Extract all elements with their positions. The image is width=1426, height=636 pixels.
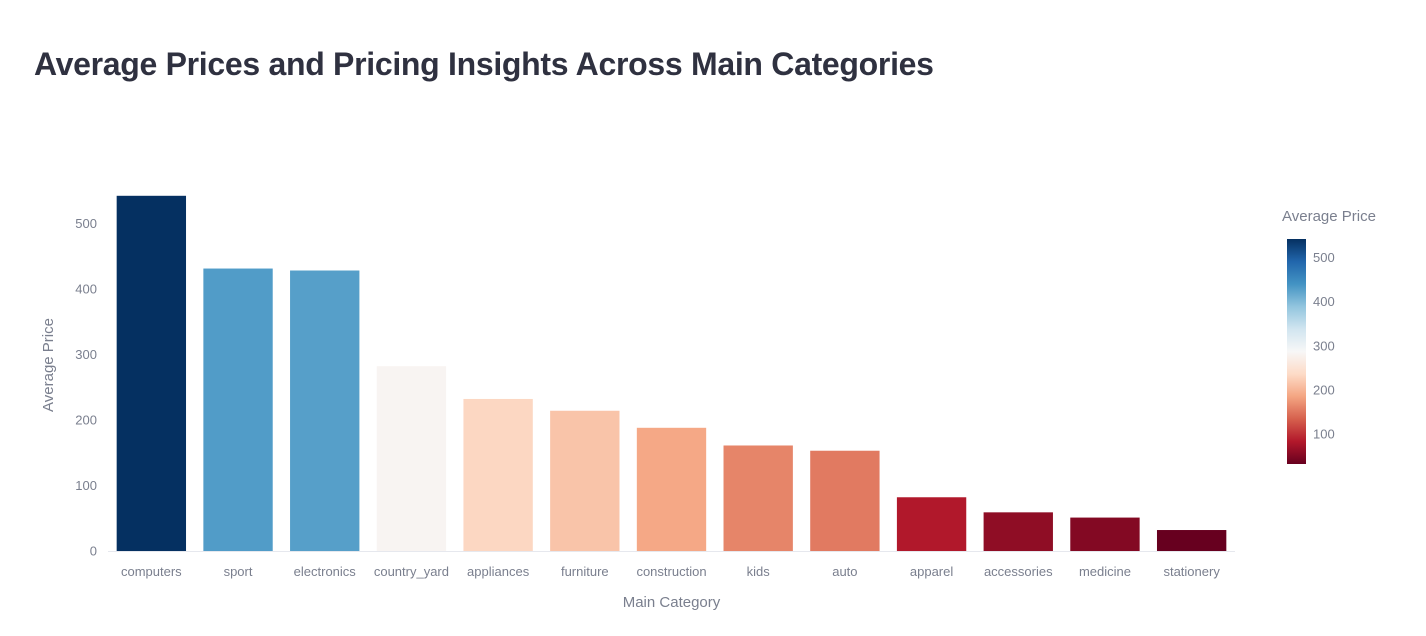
bar-computers[interactable] (116, 195, 187, 551)
y-tick-400: 400 (75, 281, 97, 296)
colorbar-tick-labels: 100 200 300 400 500 (1313, 250, 1335, 441)
x-tick-construction: construction (636, 564, 706, 579)
y-axis-title: Average Price (40, 318, 57, 412)
bars-group (116, 195, 1227, 551)
y-tick-100: 100 (75, 478, 97, 493)
x-tick-country_yard: country_yard (374, 564, 449, 579)
chart-title: Average Prices and Pricing Insights Acro… (34, 46, 934, 82)
x-tick-accessories: accessories (984, 564, 1053, 579)
x-tick-computers: computers (121, 564, 182, 579)
bar-medicine[interactable] (1070, 517, 1140, 551)
bar-accessories[interactable] (983, 512, 1053, 551)
bar-electronics[interactable] (290, 270, 360, 551)
colorbar-tick-300: 300 (1313, 338, 1335, 353)
x-tick-apparel: apparel (910, 564, 953, 579)
colorbar-tick-400: 400 (1313, 294, 1335, 309)
colorbar-title: Average Price (1282, 208, 1376, 225)
y-tick-300: 300 (75, 347, 97, 362)
x-tick-appliances: appliances (467, 564, 530, 579)
x-axis-title: Main Category (623, 594, 721, 611)
x-tick-sport: sport (224, 564, 253, 579)
x-tick-furniture: furniture (561, 564, 609, 579)
x-tick-electronics: electronics (294, 564, 357, 579)
bar-kids[interactable] (723, 445, 793, 551)
x-tick-stationery: stationery (1163, 564, 1220, 579)
y-tick-500: 500 (75, 216, 97, 231)
x-tick-kids: kids (747, 564, 771, 579)
bar-appliances[interactable] (463, 398, 533, 551)
bar-sport[interactable] (203, 268, 273, 551)
y-tick-0: 0 (90, 544, 97, 559)
colorbar-tick-500: 500 (1313, 250, 1335, 265)
x-tick-auto: auto (832, 564, 857, 579)
bar-country_yard[interactable] (376, 366, 447, 551)
y-tick-labels: 0 100 200 300 400 500 (75, 216, 97, 559)
bar-auto[interactable] (810, 450, 880, 551)
colorbar-tick-100: 100 (1313, 427, 1335, 442)
bar-furniture[interactable] (550, 410, 620, 551)
y-tick-200: 200 (75, 412, 97, 427)
x-tick-medicine: medicine (1079, 564, 1131, 579)
bar-stationery[interactable] (1156, 530, 1227, 551)
colorbar-gradient (1287, 239, 1306, 464)
bar-construction[interactable] (636, 427, 707, 551)
colorbar-tick-200: 200 (1313, 382, 1335, 397)
colorbar: Average Price 100 200 300 400 500 (1282, 208, 1376, 464)
bar-apparel[interactable] (896, 497, 967, 551)
x-tick-labels: computers sport electronics country_yard app… (121, 564, 1220, 579)
